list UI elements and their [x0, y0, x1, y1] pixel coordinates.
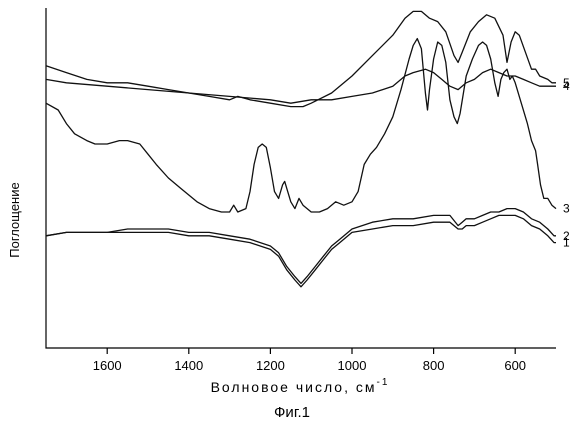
x-axis-ticks: 1600 1400 1200 1000 800 600 — [93, 348, 526, 373]
spectrum-curve-3 — [45, 37, 557, 213]
y-axis-title: Поглощение — [7, 182, 22, 257]
x-tick-label-1400: 1400 — [174, 358, 203, 373]
x-axis-title-unit-exponent: -1 — [376, 377, 389, 388]
figure-caption: Фиг.1 — [274, 404, 310, 421]
spectrum-curve-5 — [45, 10, 556, 108]
curve-label-3: 3 — [563, 202, 570, 216]
x-tick-label-600: 600 — [504, 358, 526, 373]
curve-label-1: 1 — [563, 236, 570, 250]
x-axis-title: Волновое число, см-1 — [211, 377, 390, 395]
plot-axes: 1600 1400 1200 1000 800 600 — [45, 8, 556, 373]
spectrum-curve-1 — [45, 214, 556, 288]
x-tick-label-1600: 1600 — [93, 358, 122, 373]
x-axis-title-text: Волновое число, см — [211, 379, 377, 395]
curve-label-4: 4 — [563, 79, 570, 93]
x-tick-label-1200: 1200 — [256, 358, 285, 373]
spectrum-curves — [45, 10, 557, 288]
curve-label-2: 2 — [563, 229, 570, 243]
x-tick-label-800: 800 — [423, 358, 445, 373]
spectrum-curve-4 — [45, 68, 556, 104]
x-tick-label-1000: 1000 — [338, 358, 367, 373]
curve-labels: 54 3 21 — [563, 76, 570, 250]
curve-label-5: 5 — [563, 76, 570, 90]
plot-frame — [45, 8, 556, 349]
spectrum-curve-2 — [45, 207, 556, 285]
